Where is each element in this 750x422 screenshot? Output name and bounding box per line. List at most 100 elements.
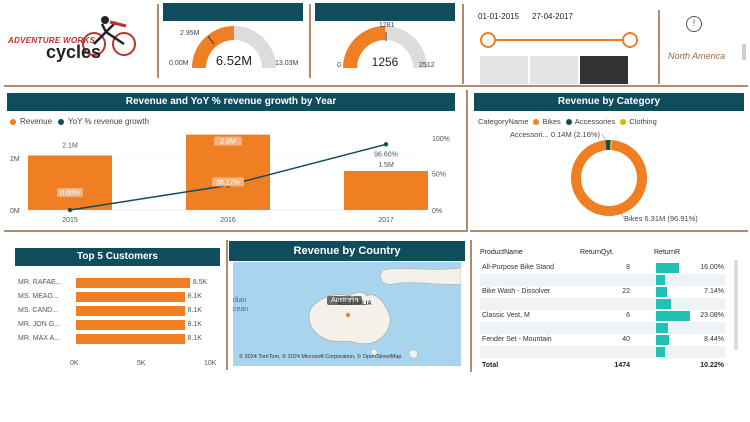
separator: [466, 90, 468, 232]
table-row[interactable]: [480, 274, 726, 286]
customer-bar[interactable]: [76, 320, 185, 330]
cell-rate-bar: [656, 347, 665, 357]
customer-bar[interactable]: [76, 334, 185, 344]
table-scrollbar[interactable]: [734, 260, 738, 350]
date-slicer[interactable]: 01-01-2015 27-04-2017: [474, 6, 644, 86]
total-qty: 1474: [614, 362, 630, 369]
table-row[interactable]: Bike Wash - Dissolver 22 7.14%: [480, 286, 726, 298]
legend-revenue[interactable]: Revenue: [20, 117, 53, 126]
cell-product: Classic Vest, M: [482, 312, 530, 319]
gauge-orders-min: 0: [337, 62, 341, 69]
map-view[interactable]: Australia AUSTRALIA dian cean © 2024 TomT…: [233, 262, 461, 366]
info-icon[interactable]: !: [686, 16, 702, 32]
customer-bar[interactable]: [76, 306, 185, 316]
table-total-row: Total 1474 10.22%: [480, 362, 726, 374]
top-customers-chart[interactable]: MR. RAFAE... 8.5K MS. MEAG... 8.1K MS. CAND.…: [0, 270, 226, 370]
donut-slice-clothing[interactable]: [610, 140, 613, 151]
date-start-input[interactable]: 01-01-2015: [478, 12, 519, 21]
x-tick-label: 5K: [137, 360, 146, 367]
gauge-revenue-value: 6.52M: [215, 53, 253, 68]
logo-line1: ADVENTURE WORKS: [8, 36, 96, 45]
customer-bar[interactable]: [76, 292, 185, 302]
cell-rate-bar: [656, 263, 679, 273]
customer-name: MR. RAFAE...: [18, 279, 62, 286]
point-yoy-2017[interactable]: [383, 142, 389, 147]
donut-slice-accessories[interactable]: [605, 140, 611, 151]
x-tick-label: 2016: [220, 217, 236, 224]
separator: [470, 240, 472, 372]
bar-revenue-2017[interactable]: [344, 171, 428, 210]
cell-rate: 8.44%: [704, 336, 724, 343]
slicer-tile-3[interactable]: [580, 56, 628, 84]
logo-line2: cycles: [46, 42, 102, 62]
slicer-tile-2[interactable]: [530, 56, 578, 84]
region-label: North America: [668, 51, 726, 61]
cell-rate: 16.00%: [700, 264, 724, 271]
table-row[interactable]: [480, 346, 726, 358]
x-tick-label: 2017: [378, 217, 394, 224]
cell-product: Fender Set - Mountain: [482, 336, 552, 343]
legend-yoy[interactable]: YoY % revenue growth: [68, 117, 149, 126]
region-card[interactable]: ! North America: [664, 8, 744, 84]
date-end-input[interactable]: 27-04-2017: [532, 12, 573, 21]
table-row[interactable]: All-Purpose Bike Stand 8 16.00%: [480, 262, 726, 274]
data-label-yoy: 0.00%: [60, 190, 80, 197]
date-start-handle[interactable]: [480, 32, 496, 48]
separator: [226, 240, 228, 370]
donut-label-bikes: Bikes 6.31M (96.91%): [624, 214, 698, 223]
cell-qty: 6: [626, 312, 630, 319]
y-tick-right: 50%: [432, 172, 446, 179]
table-row[interactable]: Classic Vest, M 6 23.08%: [480, 310, 726, 322]
slicer-tile-1[interactable]: [480, 56, 528, 84]
map-tooltip: Australia: [327, 296, 363, 305]
rev-category-legend: CategoryName Bikes Accessories Clothing: [478, 117, 657, 126]
leader-line-accessories: [601, 133, 607, 142]
y-tick-left: 0M: [10, 208, 20, 215]
table-header-qty[interactable]: ReturnQyt.: [580, 249, 614, 256]
table-header-rate[interactable]: ReturnR: [654, 249, 681, 256]
gauge-orders: 1256 0 2512 1281: [315, 2, 457, 78]
donut-slice-bikes[interactable]: [571, 140, 647, 216]
y-tick-left: 2M: [10, 156, 20, 163]
rev-category-donut[interactable]: [474, 126, 744, 228]
cell-rate-bar: [656, 299, 671, 309]
legend-clothing[interactable]: Clothing: [629, 117, 657, 126]
cell-rate-bar: [656, 335, 669, 345]
separator: [4, 85, 748, 87]
scroll-indicator[interactable]: [742, 44, 746, 60]
table-header-product[interactable]: ProductName: [480, 249, 523, 256]
table-row[interactable]: Fender Set - Mountain 40 8.44%: [480, 334, 726, 346]
legend-dot-bikes: [533, 118, 540, 125]
map-country-label: AUSTRALIA: [337, 301, 372, 307]
data-label-box: [214, 136, 242, 146]
map-attribution[interactable]: © 2024 TomTom, © 2024 Microsoft Corporat…: [239, 354, 402, 360]
x-tick-label: 10K: [204, 360, 217, 367]
gauge-revenue-target: 2.95M: [180, 30, 200, 37]
rev-year-chart[interactable]: 2M 0M 100% 50% 0% 2015 2016 2017 2.1M 1.5M 2.9M 0.0…: [0, 128, 460, 224]
point-yoy-2015[interactable]: [67, 207, 73, 213]
gauge-orders-arc: [343, 26, 427, 68]
cell-rate: 7.14%: [704, 288, 724, 295]
bar-revenue-2015[interactable]: [28, 155, 112, 210]
total-label: Total: [482, 362, 499, 369]
table-row[interactable]: [480, 322, 726, 334]
y-tick-right: 0%: [432, 208, 442, 215]
legend-bikes[interactable]: Bikes: [542, 117, 561, 126]
customer-bar[interactable]: [76, 278, 190, 288]
date-end-handle[interactable]: [622, 32, 638, 48]
returns-table[interactable]: ProductName ReturnQyt. ReturnR: [476, 244, 742, 376]
gauge-revenue-arc: [192, 26, 276, 68]
cell-rate: 23.08%: [700, 312, 724, 319]
leader-line-bikes: [618, 209, 625, 219]
gauge-header: [163, 3, 303, 21]
customer-name: MS. MEAG...: [18, 293, 59, 300]
table-row[interactable]: [480, 298, 726, 310]
separator: [309, 4, 311, 78]
cell-rate-bar: [656, 323, 668, 333]
top-customers-title: Top 5 Customers: [15, 248, 220, 266]
legend-accessories[interactable]: Accessories: [574, 117, 616, 126]
gauge-orders-max: 2512: [419, 62, 435, 69]
map-pin[interactable]: [345, 312, 351, 318]
bar-revenue-2016[interactable]: [186, 134, 270, 210]
cell-qty: 40: [622, 336, 630, 343]
